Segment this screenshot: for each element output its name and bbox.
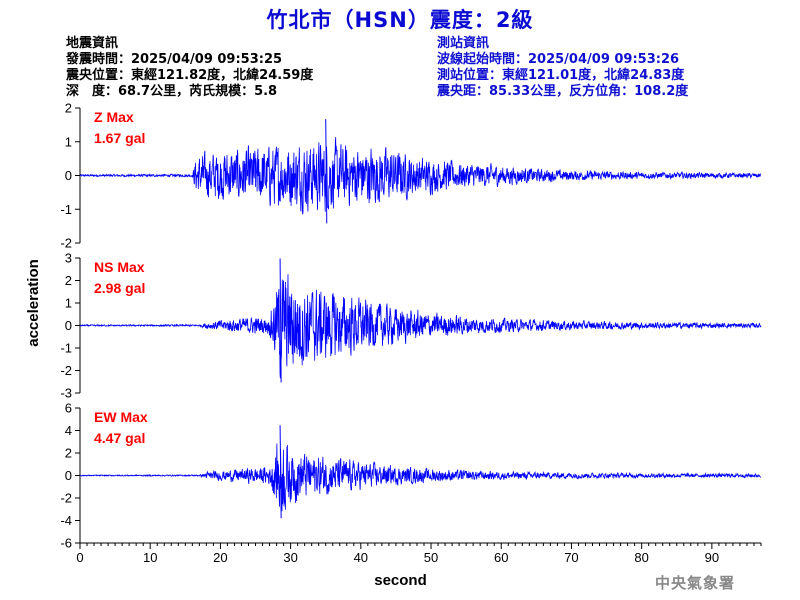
- y-tick-label: 0: [65, 468, 72, 483]
- x-tick-label: 60: [494, 550, 508, 565]
- y-tick-label: -6: [60, 536, 72, 551]
- x-tick-label: 80: [634, 550, 648, 565]
- y-axis-label: acceleration: [25, 259, 42, 347]
- chart-title: 竹北市（HSN）震度：2級: [266, 8, 534, 32]
- waveform-trace: [79, 136, 762, 215]
- y-tick-label: -1: [60, 341, 72, 356]
- component-label: Z Max: [94, 109, 134, 125]
- y-tick-label: -4: [60, 513, 72, 528]
- y-tick-label: 2: [65, 273, 72, 288]
- component-label: EW Max: [94, 409, 148, 425]
- earthquake-info-heading: 地震資訊: [66, 36, 119, 51]
- x-tick-label: 0: [76, 550, 83, 565]
- x-tick-label: 50: [424, 550, 438, 565]
- y-tick-label: 3: [65, 251, 72, 266]
- x-tick-label: 20: [213, 550, 227, 565]
- component-label: NS Max: [94, 259, 145, 275]
- y-tick-label: 2: [65, 101, 72, 116]
- y-tick-label: 1: [65, 134, 72, 149]
- y-tick-label: 2: [65, 446, 72, 461]
- waveform-trace: [79, 274, 762, 379]
- station-info-heading: 測站資訊: [437, 36, 490, 51]
- max-value-label: 2.98 gal: [94, 280, 145, 296]
- x-axis-label: second: [374, 572, 427, 589]
- x-tick-label: 70: [564, 550, 578, 565]
- x-tick-label: 90: [705, 550, 719, 565]
- epicentral-distance: 震央距：85.33公里，反方位角：108.2度: [437, 84, 689, 99]
- peak-spike: [279, 258, 282, 383]
- y-tick-label: 4: [65, 423, 72, 438]
- y-tick-label: 0: [65, 318, 72, 333]
- y-tick-label: -2: [60, 491, 72, 506]
- y-tick-label: 0: [65, 168, 72, 183]
- agency-credit: 中央氣象署: [655, 574, 736, 592]
- y-tick-label: -2: [60, 236, 72, 251]
- max-value-label: 4.47 gal: [94, 430, 145, 446]
- epicenter-location: 震央位置：東經121.82度，北緯24.59度: [66, 68, 314, 83]
- y-tick-label: 6: [65, 401, 72, 416]
- x-tick-label: 40: [354, 550, 368, 565]
- station-info: 測站資訊 波線起始時間：2025/04/09 09:53:26 測站位置：東經1…: [437, 36, 688, 100]
- x-tick-label: 10: [143, 550, 157, 565]
- origin-time: 發震時間：2025/04/09 09:53:25: [66, 52, 283, 67]
- y-tick-label: -1: [60, 202, 72, 217]
- peak-spike: [325, 119, 328, 224]
- y-tick-label: 1: [65, 296, 72, 311]
- earthquake-info: 地震資訊 發震時間：2025/04/09 09:53:25 震央位置：東經121…: [66, 36, 313, 100]
- waveform-trace: [79, 443, 762, 512]
- max-value-label: 1.67 gal: [94, 130, 145, 146]
- waveform-start-time: 波線起始時間：2025/04/09 09:53:26: [437, 52, 680, 67]
- y-tick-label: -3: [60, 386, 72, 401]
- peak-spike: [279, 425, 282, 519]
- station-location: 測站位置：東經121.01度，北緯24.83度: [437, 68, 685, 83]
- x-tick-label: 30: [283, 550, 297, 565]
- y-tick-label: -2: [60, 363, 72, 378]
- depth-magnitude: 深 度：68.7公里，芮氏規模：5.8: [66, 84, 278, 99]
